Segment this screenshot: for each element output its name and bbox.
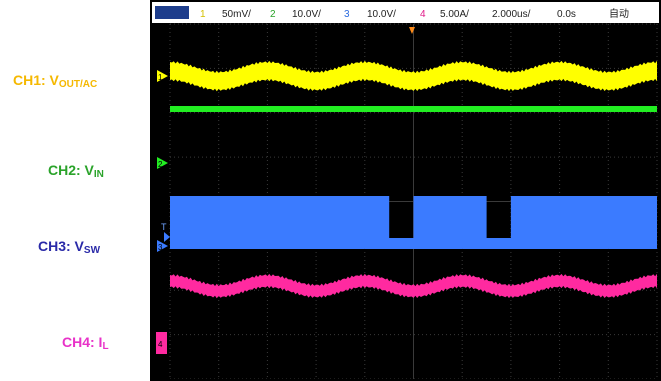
ch3-scale: 10.0V/ xyxy=(367,9,396,20)
svg-text:4: 4 xyxy=(158,340,163,349)
oscilloscope-display: 1 50mV/ 2 10.0V/ 3 10.0V/ 4 5.00A/ 2.000… xyxy=(150,0,661,381)
svg-text:T: T xyxy=(161,222,167,232)
ch3-waveform xyxy=(170,196,657,249)
ch4-waveform xyxy=(170,273,657,299)
ch4-scale: 5.00A/ xyxy=(440,9,469,20)
ch4-ground-marker: 4 xyxy=(156,332,167,354)
ch3-number: 3 xyxy=(344,9,350,20)
svg-text:2: 2 xyxy=(158,160,163,169)
svg-text:3: 3 xyxy=(158,243,163,252)
trigger-position-marker xyxy=(409,27,415,34)
ch2-scale: 10.0V/ xyxy=(292,9,321,20)
trigger-mode: 自动 xyxy=(609,7,629,20)
svg-text:1: 1 xyxy=(158,73,163,82)
ch1-waveform xyxy=(170,60,657,92)
timebase-value: 2.000us/ xyxy=(492,9,531,20)
ch2-waveform xyxy=(170,106,657,112)
header-bar xyxy=(152,2,659,23)
ch3-label: CH3: VSW xyxy=(38,238,101,256)
ch2-number: 2 xyxy=(270,9,276,20)
ch2-label: CH2: VIN xyxy=(48,162,104,180)
run-state-indicator xyxy=(155,6,189,19)
ch3-ground-marker: 3 xyxy=(157,240,168,252)
ch1-ground-marker: 1 xyxy=(157,70,168,82)
ch1-number: 1 xyxy=(200,9,206,20)
ch4-label: CH4: IL xyxy=(62,334,109,352)
ch4-number: 4 xyxy=(420,9,426,20)
trigger-level-marker: T xyxy=(161,222,170,242)
ch1-scale: 50mV/ xyxy=(222,9,251,20)
oscilloscope-screen: 1 50mV/ 2 10.0V/ 3 10.0V/ 4 5.00A/ 2.000… xyxy=(152,2,659,379)
ch1-label: CH1: VOUT/AC xyxy=(13,72,98,90)
ch2-ground-marker: 2 xyxy=(157,157,168,169)
delay-value: 0.0s xyxy=(557,9,576,20)
